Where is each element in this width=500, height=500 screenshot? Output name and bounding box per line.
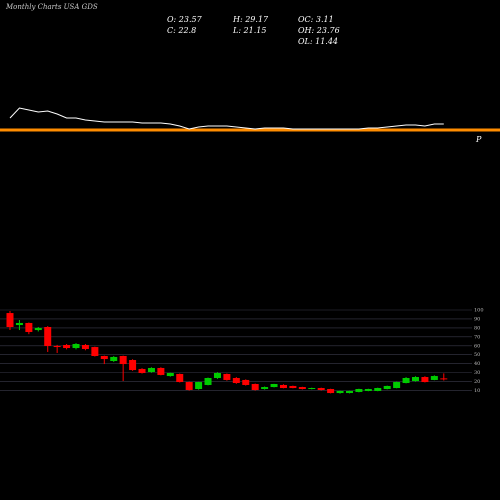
stat: OH: 23.76 (298, 26, 340, 35)
stat: O: 23.57 (167, 15, 203, 24)
candle-body (100, 355, 108, 360)
candle-body (129, 360, 137, 371)
candle-body (279, 384, 287, 389)
chart-title: Monthly Charts USA GDS (5, 3, 98, 11)
candle-body (176, 373, 184, 383)
candle-body (157, 367, 165, 375)
stat: OC: 3.11 (298, 15, 334, 24)
y-tick-label: 60 (474, 343, 480, 349)
candle-body (223, 373, 231, 380)
candle-body (270, 383, 278, 388)
y-tick-label: 50 (474, 352, 480, 358)
candle-body (242, 379, 250, 385)
candle-body (355, 389, 363, 392)
candle-body (393, 382, 401, 389)
y-tick-label: 100 (474, 308, 484, 314)
candle-body (364, 389, 372, 391)
y-tick-label: 90 (474, 316, 480, 322)
candle-body (81, 344, 89, 350)
stat: C: 22.8 (167, 26, 196, 35)
y-tick-label: 70 (474, 334, 480, 340)
candle-body (119, 355, 127, 365)
candle-body (289, 385, 297, 389)
candle-body (440, 378, 448, 380)
candle-body (185, 382, 193, 390)
indicator-line (9, 107, 444, 130)
candle-body (317, 388, 325, 390)
candle-body (53, 345, 61, 348)
candle-body (63, 344, 71, 349)
candle-body (166, 372, 174, 377)
candle-body (110, 356, 118, 361)
y-tick-label: 30 (474, 370, 480, 376)
candle-body (147, 367, 155, 373)
candle-body (421, 377, 429, 383)
stat: OL: 11.44 (298, 37, 338, 46)
candle-body (25, 322, 33, 333)
candle-body (327, 389, 335, 394)
candle-body (91, 347, 99, 356)
candle-body (402, 378, 410, 384)
candle-body (345, 390, 353, 394)
candle-body (6, 313, 14, 327)
candle-body (204, 378, 212, 385)
candle-body (34, 327, 42, 331)
stat: L: 21.15 (232, 26, 266, 35)
candle-body (72, 344, 80, 349)
candle-body (44, 327, 52, 346)
stat: H: 29.17 (232, 15, 269, 24)
candle-body (411, 377, 419, 382)
candle-body (308, 388, 316, 390)
candle-body (195, 382, 203, 390)
candle-body (298, 387, 306, 390)
candle-body (15, 322, 23, 326)
candle-body (138, 368, 146, 373)
candle-body (232, 378, 240, 384)
candle-body (430, 376, 438, 380)
candle-body (251, 383, 259, 390)
candle-body (374, 388, 382, 391)
y-tick-label: 20 (474, 379, 480, 385)
candle-body (383, 385, 391, 390)
marker-label: P (475, 135, 482, 144)
y-tick-label: 80 (474, 325, 480, 331)
y-tick-label: 40 (474, 361, 480, 367)
candle-body (336, 390, 344, 394)
y-tick-label: 10 (474, 388, 480, 394)
candle-body (261, 387, 269, 390)
candle-body (213, 372, 221, 378)
